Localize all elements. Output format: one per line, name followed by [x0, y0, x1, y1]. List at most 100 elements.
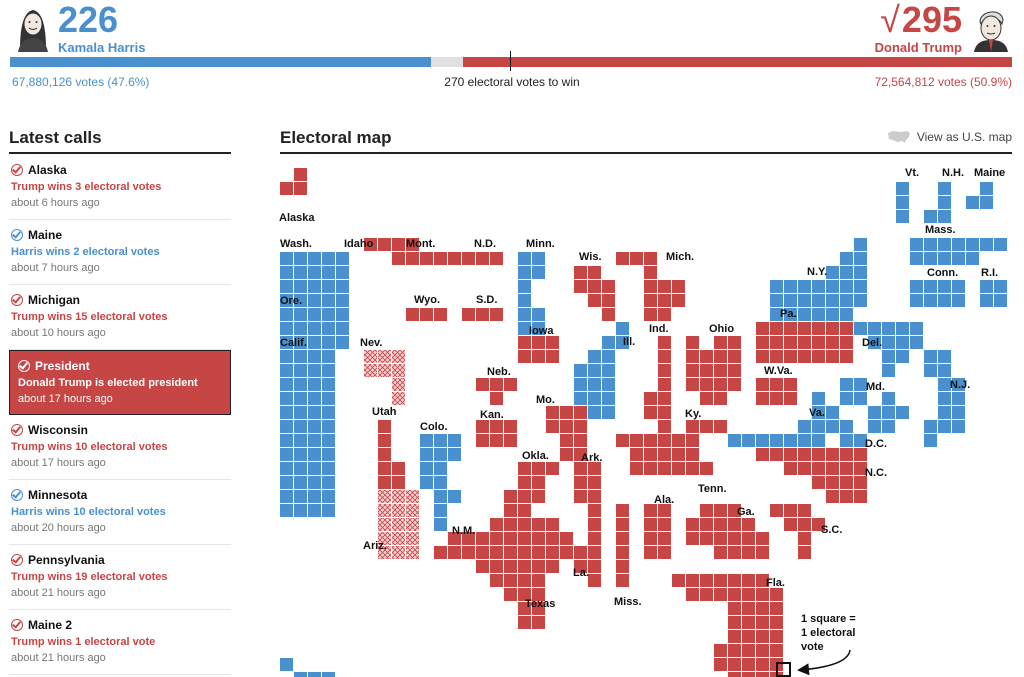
- state-tiles-ark[interactable]: [574, 462, 601, 503]
- state-tiles-mont[interactable]: [392, 252, 461, 265]
- electoral-tile: [770, 616, 783, 629]
- state-tiles-conn[interactable]: [910, 280, 965, 307]
- state-tiles-iowa[interactable]: [518, 336, 559, 363]
- electoral-tile: [910, 336, 923, 349]
- state-tiles-va[interactable]: [728, 392, 839, 447]
- state-tiles-vt[interactable]: [896, 182, 909, 223]
- state-tiles-miss[interactable]: [616, 504, 629, 587]
- state-tiles-s-d[interactable]: [462, 308, 503, 321]
- state-tiles-calif[interactable]: [280, 336, 335, 517]
- electoral-tile: [770, 630, 783, 643]
- electoral-tile: [448, 434, 461, 447]
- electoral-tile: [616, 252, 629, 265]
- electoral-tile: [798, 420, 811, 433]
- state-tiles-ga[interactable]: [686, 504, 769, 559]
- electoral-tile: [742, 644, 755, 657]
- state-tiles-alaska[interactable]: [280, 168, 307, 195]
- state-tiles-okla[interactable]: [518, 462, 559, 503]
- state-tiles-n-j[interactable]: [924, 350, 965, 447]
- electoral-tile: [658, 294, 671, 307]
- check-circle-icon: [11, 164, 23, 176]
- electoral-tile: [322, 280, 335, 293]
- state-tiles-ore[interactable]: [280, 308, 335, 335]
- state-tiles-n-d[interactable]: [462, 252, 503, 265]
- state-tiles-nev[interactable]: [364, 350, 405, 405]
- electoral-tile: [938, 252, 951, 265]
- electoral-tile: [294, 672, 307, 677]
- state-tiles-n-h[interactable]: [924, 182, 951, 223]
- call-item[interactable]: Alaska Trump wins 3 electoral votes about …: [9, 155, 231, 220]
- state-tiles-n-c[interactable]: [756, 448, 867, 503]
- electoral-tile: [728, 350, 741, 363]
- state-tiles-n-y[interactable]: [770, 238, 923, 349]
- call-item[interactable]: Wisconsin Trump wins 10 electoral votes ab…: [9, 415, 231, 480]
- state-tiles-ala[interactable]: [644, 504, 671, 559]
- state-tiles-ariz[interactable]: [378, 490, 419, 559]
- state-tiles-mass[interactable]: [910, 238, 1007, 265]
- electoral-tile: [602, 406, 615, 419]
- state-label-wis: Wis.: [579, 251, 602, 263]
- call-item[interactable]: Michigan Trump wins 15 electoral votes abo…: [9, 285, 231, 350]
- electoral-tile: [770, 602, 783, 615]
- state-tiles-ill[interactable]: [574, 322, 629, 419]
- state-tiles-wis[interactable]: [574, 266, 615, 321]
- state-tiles-minn[interactable]: [518, 252, 545, 335]
- call-item[interactable]: President Donald Trump is elected preside…: [9, 350, 231, 415]
- call-title: Alaska: [11, 163, 229, 177]
- call-item[interactable]: Maine Harris wins 2 electoral votes about …: [9, 220, 231, 285]
- state-tiles-wyo[interactable]: [406, 308, 447, 321]
- electoral-tile: [322, 392, 335, 405]
- state-tiles-neb[interactable]: [476, 378, 517, 405]
- state-tiles-fla[interactable]: [672, 574, 783, 677]
- state-tiles-tenn[interactable]: [630, 448, 713, 475]
- state-label-fla: Fla.: [766, 577, 785, 589]
- state-tiles-maine[interactable]: [966, 182, 993, 209]
- electoral-tile: [770, 588, 783, 601]
- state-tiles-ind[interactable]: [644, 336, 671, 433]
- call-item[interactable]: Maine 2 Trump wins 1 electoral vote about …: [9, 610, 231, 675]
- view-as-us-map-toggle[interactable]: View as U.S. map: [887, 130, 1012, 144]
- electoral-tile: [434, 518, 447, 531]
- electoral-tile: [896, 406, 909, 419]
- electoral-tile: [476, 532, 489, 545]
- state-tiles-kan[interactable]: [476, 420, 517, 447]
- electoral-tile: [700, 588, 713, 601]
- state-tiles-d-c[interactable]: [840, 420, 867, 447]
- state-tiles-ohio[interactable]: [686, 336, 741, 405]
- state-tiles-r-i[interactable]: [980, 280, 1007, 307]
- electoral-tile: [378, 420, 391, 433]
- electoral-tile: [854, 378, 867, 391]
- electoral-tile: [896, 350, 909, 363]
- state-tiles-utah[interactable]: [378, 420, 405, 489]
- electoral-tile: [882, 406, 895, 419]
- call-item[interactable]: Pennsylvania Trump wins 19 electoral vote…: [9, 545, 231, 610]
- state-tiles-s-c[interactable]: [770, 504, 825, 559]
- electoral-tile: [280, 378, 293, 391]
- state-tiles-colo[interactable]: [420, 434, 461, 489]
- electoral-tile: [518, 322, 531, 335]
- electoral-tile: [854, 434, 867, 447]
- call-item[interactable]: Minnesota Harris wins 10 electoral votes a…: [9, 480, 231, 545]
- electoral-tile: [280, 476, 293, 489]
- electoral-tile: [588, 546, 601, 559]
- electoral-tile: [532, 266, 545, 279]
- state-tiles-w-va[interactable]: [756, 378, 797, 405]
- state-tiles-n-m[interactable]: [434, 490, 461, 531]
- electoral-tile: [742, 532, 755, 545]
- state-label-ohio: Ohio: [709, 323, 734, 335]
- electoral-tile: [322, 350, 335, 363]
- electoral-tile: [392, 490, 405, 503]
- state-tiles-pa[interactable]: [756, 322, 853, 363]
- state-tiles-mo[interactable]: [546, 406, 587, 461]
- electoral-tile: [504, 560, 517, 573]
- electoral-tile: [616, 504, 629, 517]
- electoral-tile: [588, 280, 601, 293]
- electoral-tile: [560, 532, 573, 545]
- state-tiles-hawaii[interactable]: [280, 658, 335, 677]
- state-tiles-la[interactable]: [574, 504, 601, 587]
- state-tiles-md[interactable]: [840, 378, 909, 433]
- state-tiles-ky[interactable]: [616, 420, 727, 447]
- state-tiles-texas[interactable]: [434, 490, 573, 629]
- state-tiles-del[interactable]: [882, 350, 909, 377]
- state-tiles-mich[interactable]: [616, 252, 685, 321]
